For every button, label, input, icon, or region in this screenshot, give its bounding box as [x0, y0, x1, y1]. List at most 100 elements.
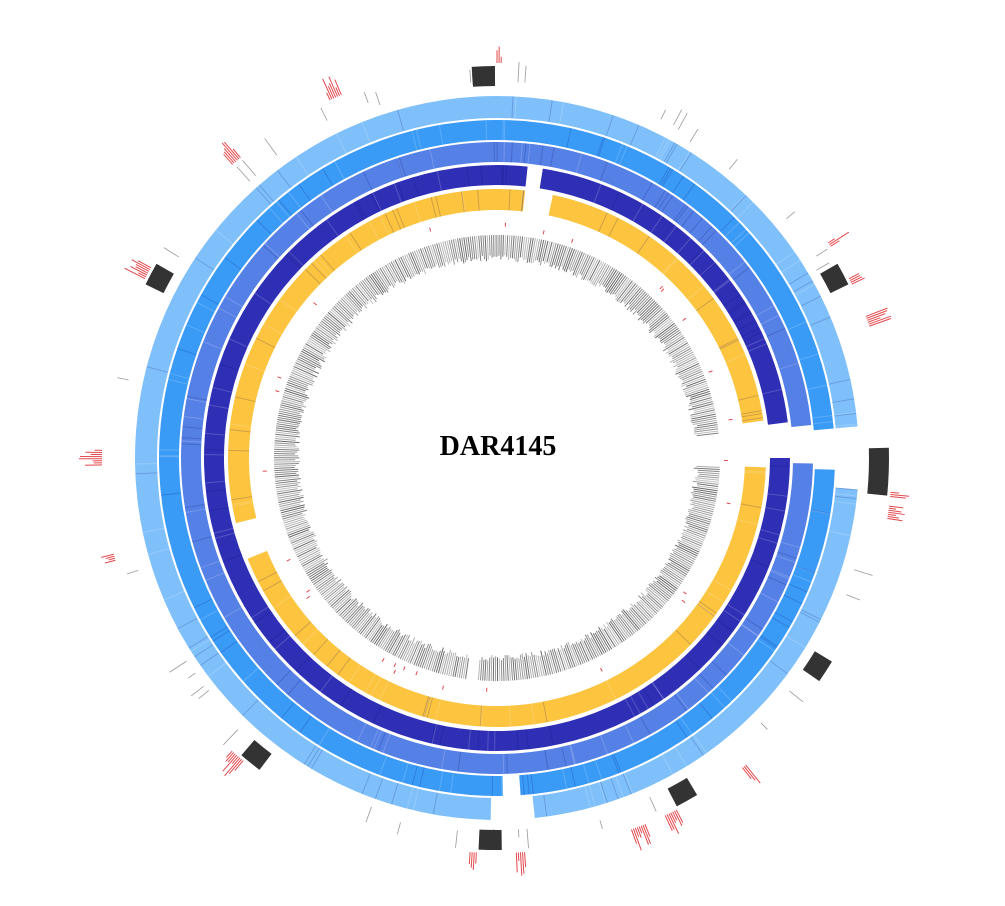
gc-tick [446, 652, 453, 676]
ring-texture-line [737, 201, 754, 219]
gc-tick [685, 388, 710, 398]
gc-tick [324, 315, 343, 330]
gc-tick [628, 610, 644, 628]
gc-tick [358, 282, 373, 300]
gc-tick [400, 256, 412, 280]
inner-mark [571, 238, 574, 243]
gc-tick [339, 299, 355, 315]
ring-texture-line [716, 619, 734, 633]
ring-texture-line [468, 729, 471, 750]
gc-tick [275, 427, 299, 432]
ring-texture-line [186, 398, 207, 403]
gc-tick [684, 386, 709, 396]
ring-texture-line [378, 680, 389, 701]
ring-texture-line [740, 503, 762, 509]
ring-texture-line [322, 168, 334, 186]
gc-tick [415, 643, 426, 666]
ring-texture-line [190, 639, 210, 652]
gc-tick [292, 367, 314, 379]
gc-tick [699, 473, 720, 477]
ring-texture-line [600, 735, 609, 755]
center-title: DAR4145 [440, 431, 557, 462]
gc-tick [313, 571, 333, 586]
ring-texture-line [374, 778, 384, 800]
ring-texture-line [202, 341, 222, 350]
gc-tick [603, 268, 616, 288]
gc-tick [276, 423, 299, 428]
ring-texture-line [632, 203, 644, 222]
gc-tick [333, 592, 352, 611]
ring-texture-line [200, 652, 219, 666]
gc-tick [274, 476, 300, 480]
feature-mark [138, 272, 147, 278]
ring-texture-line [436, 171, 442, 191]
ring-texture-line [222, 554, 242, 563]
ring-texture-line [230, 423, 252, 428]
ring-texture-line [600, 781, 608, 803]
gc-tick [366, 620, 382, 640]
gc-tick [678, 364, 701, 376]
gc-tick [427, 245, 436, 267]
gc-tick [382, 630, 395, 651]
gc-tick [274, 444, 297, 447]
gc-tick [297, 547, 321, 560]
gc-tick [278, 410, 303, 417]
gc-tick [435, 647, 444, 673]
ring-texture-line [584, 786, 591, 808]
ring-texture-line [326, 649, 341, 667]
gc-tick [682, 535, 703, 545]
ring-texture-line [320, 195, 333, 213]
ring-texture-line [520, 190, 524, 212]
gc-tick [673, 355, 696, 368]
gc-tick [298, 549, 320, 562]
ring-texture-line [258, 184, 275, 202]
gc-tick [402, 255, 413, 278]
gc-tick [675, 362, 700, 375]
gc-tick [383, 265, 396, 286]
gc-tick [274, 474, 300, 478]
gc-tick [342, 296, 358, 313]
ring-texture-line [413, 201, 422, 223]
ring-texture-line [718, 337, 739, 349]
gc-tick [594, 632, 607, 653]
gc-tick [398, 257, 409, 278]
ring-texture-line [700, 262, 717, 277]
gc-tick [523, 656, 528, 679]
gc-tick [282, 513, 307, 522]
gc-tick [274, 470, 299, 474]
gc-tick [343, 295, 361, 313]
feature-mark [668, 813, 680, 834]
gc-tick [689, 392, 711, 401]
feature-tick [163, 247, 179, 258]
gc-tick [504, 654, 507, 681]
ring-texture-line [186, 324, 205, 334]
ring-texture-line [598, 782, 607, 804]
gc-tick [690, 492, 717, 498]
ring-texture-line [662, 257, 678, 274]
inner-mark [393, 663, 397, 668]
gc-tick [692, 480, 719, 485]
gc-tick [669, 554, 692, 568]
feature-mark [222, 754, 238, 772]
feature-mark [675, 809, 684, 823]
gc-tick [486, 235, 489, 260]
feature-mark [326, 92, 331, 101]
gc-tick [353, 608, 371, 630]
gc-tick [592, 633, 605, 654]
gc-tick [691, 413, 716, 420]
feature-tick [673, 109, 683, 126]
ring-texture-line [582, 763, 590, 784]
ring-texture-line [298, 183, 311, 201]
gc-tick [358, 615, 373, 634]
ring-texture-line [212, 629, 231, 642]
gc-tick [629, 608, 645, 626]
gc-tick [526, 237, 532, 264]
inner-mark [442, 685, 444, 690]
gc-tick [600, 627, 614, 649]
gc-tick [308, 565, 328, 578]
gc-tick [670, 552, 693, 566]
ring-texture-line [295, 656, 311, 672]
gc-tick [312, 332, 330, 345]
gc-tick [274, 472, 297, 476]
ring-texture-line [550, 147, 555, 167]
